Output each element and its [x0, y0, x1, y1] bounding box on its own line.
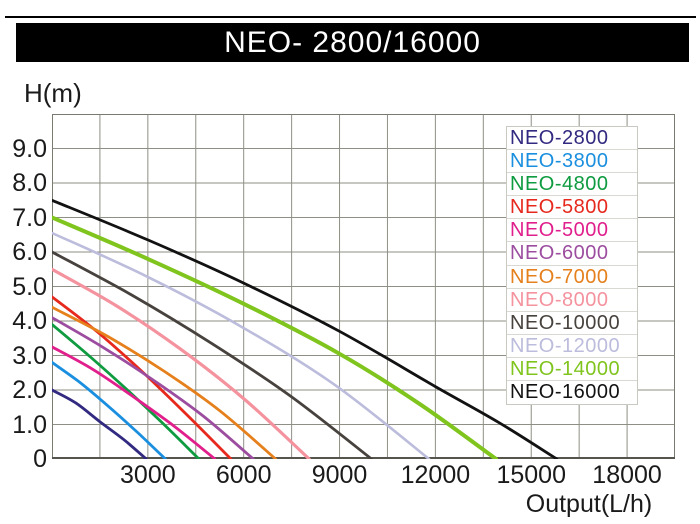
curve-neo-10000: [52, 250, 373, 459]
y-tick-label: 1.0: [12, 410, 47, 439]
legend-item-neo-5800: NEO-5800: [507, 196, 637, 220]
legend: NEO-2800 NEO-3800 NEO-4800 NEO-5800 NEO-5000…: [506, 126, 638, 406]
legend-item-neo-4800: NEO-4800: [507, 173, 637, 197]
x-tick-label: 6000: [215, 461, 272, 489]
y-tick-label: 6.0: [12, 238, 47, 266]
curve-neo-2800: [52, 388, 148, 459]
legend-item-neo-14000: NEO-14000: [507, 357, 637, 382]
y-tick-label: 8.0: [12, 169, 47, 197]
curve-neo-4800: [52, 323, 201, 459]
y-tick-label: 3.0: [12, 341, 47, 370]
curve-neo-12000: [52, 231, 431, 459]
legend-item-neo-6000: NEO-6000: [507, 242, 637, 266]
top-rule-line: [5, 16, 696, 18]
legend-item-neo-8000: NEO-8000: [507, 288, 637, 312]
x-axis-unit-label: Output(L/h): [525, 490, 653, 518]
curve-neo-6000: [52, 316, 255, 459]
y-tick-label: 7.0: [12, 203, 47, 232]
y-tick-label: 5.0: [12, 272, 47, 301]
legend-item-neo-7000: NEO-7000: [507, 265, 637, 289]
legend-item-neo-2800: NEO-2800: [507, 127, 637, 151]
legend-item-neo-5000: NEO-5000: [507, 219, 637, 243]
legend-item-neo-12000: NEO-12000: [507, 334, 637, 358]
legend-item-neo-16000: NEO-16000: [507, 381, 637, 405]
y-tick-label: 0: [33, 445, 47, 473]
title-bar: NEO- 2800/16000: [16, 23, 689, 62]
curve-neo-16000: [52, 198, 559, 459]
curve-neo-5000: [52, 345, 217, 459]
x-tick-label: 12000: [400, 461, 471, 489]
x-tick-label: 9000: [311, 461, 368, 489]
y-tick-label: 9.0: [12, 134, 47, 163]
curve-neo-8000: [52, 267, 311, 459]
curve-neo-3800: [52, 361, 167, 459]
x-tick-label: 18000: [592, 461, 662, 489]
curve-neo-14000: [52, 215, 499, 459]
x-tick-label: 3000: [120, 461, 176, 489]
legend-item-neo-10000: NEO-10000: [507, 311, 637, 335]
curve-neo-7000: [52, 305, 277, 459]
legend-item-neo-3800: NEO-3800: [507, 150, 637, 174]
y-tick-label: 2.0: [12, 376, 47, 404]
y-tick-label: 4.0: [12, 307, 47, 335]
y-axis-unit-label: H(m): [24, 78, 82, 108]
chart-title: NEO- 2800/16000: [224, 25, 481, 59]
x-tick-label: 15000: [496, 461, 566, 489]
